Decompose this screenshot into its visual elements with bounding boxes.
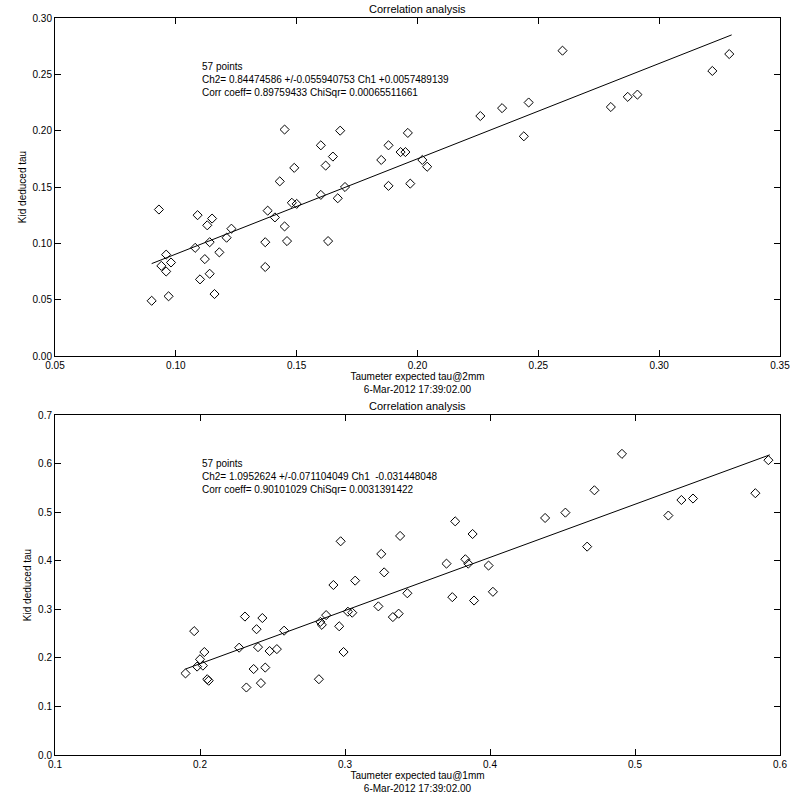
svg-text:Taumeter expected tau@1mm6-Mar: Taumeter expected tau@1mm6-Mar-2012 17:3… xyxy=(350,770,484,794)
svg-text:0.4: 0.4 xyxy=(483,759,497,770)
svg-text:0.25: 0.25 xyxy=(529,360,549,371)
svg-text:0.3: 0.3 xyxy=(38,604,52,615)
svg-text:Correlation analysis: Correlation analysis xyxy=(369,3,466,15)
svg-text:Correlation analysis: Correlation analysis xyxy=(369,400,466,412)
svg-text:Taumeter expected tau@2mm6-Mar: Taumeter expected tau@2mm6-Mar-2012 17:3… xyxy=(350,371,484,395)
svg-text:0.00: 0.00 xyxy=(33,351,53,362)
svg-text:0.7: 0.7 xyxy=(38,410,52,421)
svg-text:0.20: 0.20 xyxy=(408,360,428,371)
svg-text:0.10: 0.10 xyxy=(166,360,186,371)
svg-text:Kid deduced tau: Kid deduced tau xyxy=(17,151,28,223)
svg-text:0.2: 0.2 xyxy=(38,652,52,663)
svg-text:0.6: 0.6 xyxy=(773,759,787,770)
svg-text:0.15: 0.15 xyxy=(287,360,307,371)
svg-text:0.0: 0.0 xyxy=(38,750,52,761)
svg-text:0.3: 0.3 xyxy=(338,759,352,770)
svg-text:0.1: 0.1 xyxy=(48,759,62,770)
svg-text:57 pointsCh2= 0.84474586 +/-0.: 57 pointsCh2= 0.84474586 +/-0.055940753 … xyxy=(202,61,449,98)
svg-text:0.5: 0.5 xyxy=(628,759,642,770)
svg-text:0.30: 0.30 xyxy=(33,13,53,24)
svg-text:0.05: 0.05 xyxy=(45,360,65,371)
svg-text:0.5: 0.5 xyxy=(38,507,52,518)
svg-text:0.10: 0.10 xyxy=(33,238,53,249)
svg-text:0.15: 0.15 xyxy=(33,182,53,193)
svg-text:0.20: 0.20 xyxy=(33,125,53,136)
svg-text:0.25: 0.25 xyxy=(33,69,53,80)
svg-text:0.2: 0.2 xyxy=(193,759,207,770)
svg-text:57 pointsCh2= 1.0952624 +/-0.0: 57 pointsCh2= 1.0952624 +/-0.071104049 C… xyxy=(202,458,437,495)
svg-text:0.30: 0.30 xyxy=(649,360,669,371)
svg-text:Kid deduced tau: Kid deduced tau xyxy=(22,549,33,621)
svg-text:0.35: 0.35 xyxy=(770,360,790,371)
svg-text:0.1: 0.1 xyxy=(38,701,52,712)
svg-text:0.4: 0.4 xyxy=(38,555,52,566)
svg-text:0.05: 0.05 xyxy=(33,294,53,305)
svg-text:0.6: 0.6 xyxy=(38,458,52,469)
